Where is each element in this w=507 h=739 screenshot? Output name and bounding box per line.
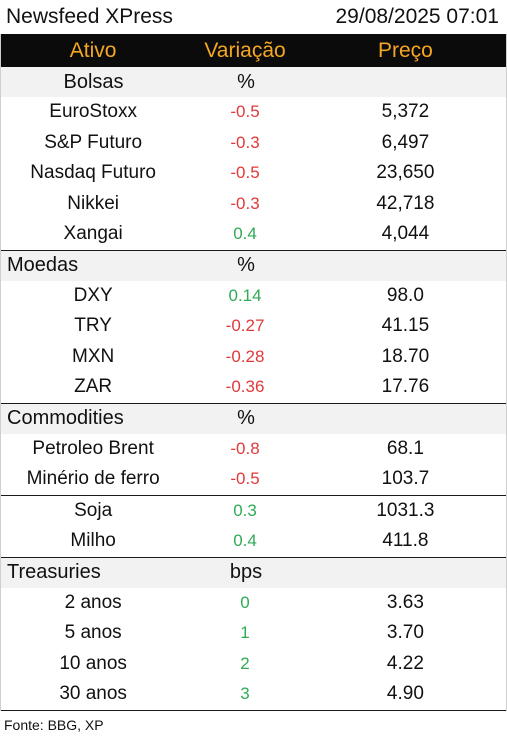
asset-price: 411.8 xyxy=(382,530,429,552)
asset-price: 6,497 xyxy=(381,131,430,153)
section-title: Moedas xyxy=(7,254,79,276)
asset-name: 5 anos xyxy=(64,622,122,644)
asset-name: MXN xyxy=(72,345,115,367)
asset-change: -0.27 xyxy=(225,316,265,336)
asset-change: 0.14 xyxy=(228,285,262,305)
asset-name: ZAR xyxy=(74,376,113,398)
table-row: S&P Futuro -0.3 6,497 xyxy=(1,128,506,159)
report-datetime: 29/08/2025 07:01 xyxy=(335,5,500,28)
asset-change: -0.3 xyxy=(230,132,260,152)
asset-change: -0.36 xyxy=(225,377,265,397)
asset-name: Xangai xyxy=(63,223,123,245)
section-title: Bolsas xyxy=(63,70,124,93)
asset-change: 0.4 xyxy=(233,224,257,244)
section-title: Commodities xyxy=(7,407,124,429)
asset-name: Milho xyxy=(70,530,116,552)
asset-change: -0.3 xyxy=(230,193,260,213)
asset-price: 1031.3 xyxy=(376,499,435,521)
column-change: Variação xyxy=(204,38,286,62)
asset-name: 2 anos xyxy=(64,591,122,613)
table-row: 10 anos 2 4.22 xyxy=(1,649,506,680)
page-header: Newsfeed XPress 29/08/2025 07:01 xyxy=(0,0,507,34)
asset-name: Nikkei xyxy=(67,192,119,214)
asset-name: TRY xyxy=(74,315,112,337)
asset-price: 103.7 xyxy=(381,468,430,490)
section-header-commodities: Commodities % xyxy=(1,402,506,434)
section-unit: bps xyxy=(229,561,263,583)
table-row: Nikkei -0.3 42,718 xyxy=(1,189,506,220)
column-price: Preço xyxy=(377,38,433,62)
asset-change: -0.5 xyxy=(230,163,260,183)
table-row: 30 anos 3 4.90 xyxy=(1,679,506,711)
table-row: Soja 0.3 1031.3 xyxy=(1,494,506,527)
section-header-bolsas: Bolsas % xyxy=(1,67,506,97)
asset-change: 2 xyxy=(240,653,250,673)
asset-price: 41.15 xyxy=(381,315,430,337)
asset-change: 0.4 xyxy=(233,531,257,551)
column-asset: Ativo xyxy=(69,38,117,62)
market-table: Ativo Variação Preço Bolsas % EuroStoxx -… xyxy=(0,34,507,711)
asset-change: 0 xyxy=(240,592,250,612)
asset-price: 17.76 xyxy=(381,376,430,398)
asset-change: -0.28 xyxy=(225,346,265,366)
asset-name: Minério de ferro xyxy=(26,468,160,490)
asset-price: 5,372 xyxy=(381,101,430,123)
section-header-moedas: Moedas % xyxy=(1,249,506,281)
table-row: Xangai 0.4 4,044 xyxy=(1,219,506,250)
asset-name: 30 anos xyxy=(59,683,127,705)
asset-change: 3 xyxy=(240,684,250,704)
asset-name: Petroleo Brent xyxy=(32,437,154,459)
asset-price: 98.0 xyxy=(386,284,424,306)
table-row: DXY 0.14 98.0 xyxy=(1,281,506,312)
section-unit: % xyxy=(237,70,255,93)
table-row: 2 anos 0 3.63 xyxy=(1,588,506,619)
asset-name: EuroStoxx xyxy=(49,101,137,123)
table-row: Petroleo Brent -0.8 68.1 xyxy=(1,434,506,465)
table-row: EuroStoxx -0.5 5,372 xyxy=(1,97,506,128)
asset-name: S&P Futuro xyxy=(44,131,143,153)
asset-name: Soja xyxy=(74,499,113,521)
table-row: MXN -0.28 18.70 xyxy=(1,342,506,373)
asset-price: 4,044 xyxy=(381,223,430,245)
asset-name: DXY xyxy=(73,284,113,306)
asset-change: -0.5 xyxy=(230,102,260,122)
section-unit: % xyxy=(237,254,255,276)
table-row: Milho 0.4 411.8 xyxy=(1,526,506,557)
section-title: Treasuries xyxy=(7,561,101,583)
asset-price: 42,718 xyxy=(376,192,435,214)
asset-price: 3.63 xyxy=(386,591,424,613)
table-row: ZAR -0.36 17.76 xyxy=(1,372,506,403)
asset-name: 10 anos xyxy=(59,652,127,674)
asset-price: 4.90 xyxy=(386,683,424,705)
asset-name: Nasdaq Futuro xyxy=(30,162,156,184)
asset-change: -0.8 xyxy=(230,438,260,458)
asset-price: 3.70 xyxy=(386,622,424,644)
table-row: Minério de ferro -0.5 103.7 xyxy=(1,464,506,495)
section-unit: % xyxy=(237,407,255,429)
source-note: Fonte: BBG, XP xyxy=(4,716,104,733)
asset-price: 68.1 xyxy=(386,437,424,459)
page-title: Newsfeed XPress xyxy=(6,5,173,28)
asset-change: 1 xyxy=(240,623,250,643)
asset-change: 0.3 xyxy=(233,500,257,520)
table-row: Nasdaq Futuro -0.5 23,650 xyxy=(1,158,506,189)
asset-change: -0.5 xyxy=(230,469,260,489)
asset-price: 18.70 xyxy=(381,345,430,367)
table-row: TRY -0.27 41.15 xyxy=(1,311,506,342)
asset-price: 4.22 xyxy=(386,652,424,674)
table-row: 5 anos 1 3.70 xyxy=(1,618,506,649)
column-header-row: Ativo Variação Preço xyxy=(1,34,506,67)
asset-price: 23,650 xyxy=(376,162,435,184)
section-header-treasuries: Treasuries bps xyxy=(1,556,506,588)
